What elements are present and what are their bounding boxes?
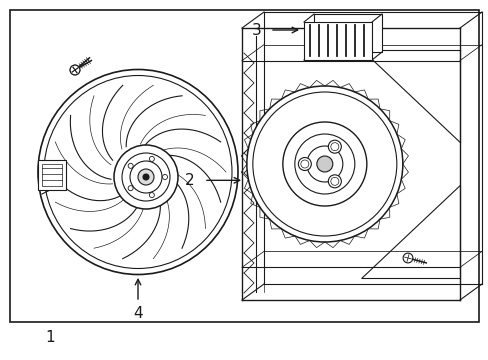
Circle shape bbox=[298, 158, 311, 171]
Circle shape bbox=[162, 175, 167, 180]
Text: 4: 4 bbox=[133, 306, 142, 321]
Circle shape bbox=[138, 169, 154, 185]
Circle shape bbox=[282, 122, 366, 206]
Circle shape bbox=[330, 177, 338, 185]
Circle shape bbox=[252, 92, 396, 236]
Circle shape bbox=[122, 153, 170, 201]
Circle shape bbox=[294, 134, 354, 194]
Bar bbox=[313, 14, 381, 52]
Bar bbox=[10, 10, 478, 322]
Circle shape bbox=[402, 253, 412, 263]
Circle shape bbox=[246, 86, 402, 242]
Circle shape bbox=[142, 174, 149, 180]
Text: 3: 3 bbox=[252, 23, 262, 37]
Circle shape bbox=[128, 163, 133, 168]
Circle shape bbox=[300, 160, 308, 168]
Circle shape bbox=[306, 146, 342, 182]
Circle shape bbox=[114, 145, 178, 209]
Circle shape bbox=[327, 140, 341, 153]
Bar bbox=[304, 22, 371, 60]
Circle shape bbox=[149, 157, 154, 161]
Text: 1: 1 bbox=[45, 330, 55, 346]
Ellipse shape bbox=[38, 69, 238, 275]
Circle shape bbox=[149, 193, 154, 198]
Text: 2: 2 bbox=[185, 173, 194, 188]
Circle shape bbox=[316, 156, 332, 172]
Circle shape bbox=[330, 143, 338, 151]
Circle shape bbox=[128, 186, 133, 191]
Bar bbox=[42, 164, 62, 186]
Circle shape bbox=[130, 161, 162, 193]
Circle shape bbox=[327, 175, 341, 188]
Circle shape bbox=[70, 65, 80, 75]
Bar bbox=[38, 160, 66, 190]
Circle shape bbox=[70, 65, 80, 75]
Ellipse shape bbox=[44, 76, 231, 269]
